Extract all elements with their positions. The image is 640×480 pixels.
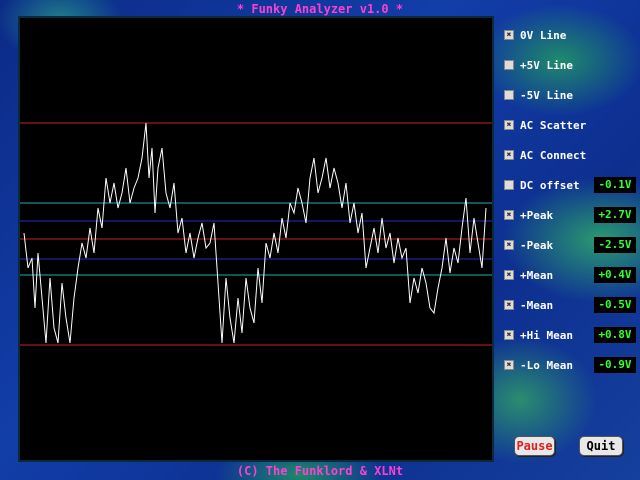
checkbox[interactable]: ✖ bbox=[504, 210, 514, 220]
value-readout: -0.5V bbox=[594, 297, 636, 313]
checkbox[interactable]: ✖ bbox=[504, 240, 514, 250]
checkbox[interactable]: ✖ bbox=[504, 360, 514, 370]
option-label: +Hi Mean bbox=[520, 328, 573, 342]
option-label: +Peak bbox=[520, 208, 554, 222]
option-row: ✖ -Lo Mean bbox=[504, 357, 573, 373]
checkbox[interactable]: ✖ bbox=[504, 270, 514, 280]
option-row: ✖ +Peak bbox=[504, 207, 553, 223]
checkbox[interactable]: ✖ bbox=[504, 330, 514, 340]
footer-credit: (C) The Funklord & XLNt bbox=[236, 464, 404, 478]
value-readout: -0.1V bbox=[594, 177, 636, 193]
option-row: ✖ 0V Line bbox=[504, 27, 566, 43]
option-row: -5V Line bbox=[504, 87, 573, 103]
value-readout: +0.4V bbox=[594, 267, 636, 283]
option-row: DC offset bbox=[504, 177, 580, 193]
option-label: -Mean bbox=[520, 298, 554, 312]
option-row: ✖ AC Connect bbox=[504, 147, 586, 163]
option-row: +5V Line bbox=[504, 57, 573, 73]
window-title: * Funky Analyzer v1.0 * bbox=[236, 2, 404, 16]
option-label: AC Connect bbox=[520, 148, 587, 162]
option-label: -5V Line bbox=[520, 88, 573, 102]
button[interactable]: Quit bbox=[579, 436, 623, 456]
option-label: +5V Line bbox=[520, 58, 573, 72]
value-readout: +0.8V bbox=[594, 327, 636, 343]
option-label: DC offset bbox=[520, 178, 580, 192]
scope-plot bbox=[20, 122, 492, 346]
value-readout: -0.9V bbox=[594, 357, 636, 373]
checkbox[interactable]: ✖ bbox=[504, 30, 514, 40]
checkbox[interactable]: ✖ bbox=[504, 120, 514, 130]
button[interactable]: Pause bbox=[514, 436, 555, 456]
option-label: AC Scatter bbox=[520, 118, 587, 132]
option-row: ✖ AC Scatter bbox=[504, 117, 586, 133]
option-label: +Mean bbox=[520, 268, 554, 282]
checkbox[interactable] bbox=[504, 90, 514, 100]
value-readout: -2.5V bbox=[594, 237, 636, 253]
option-label: 0V Line bbox=[520, 28, 567, 42]
option-row: ✖ +Mean bbox=[504, 267, 553, 283]
option-row: ✖ -Peak bbox=[504, 237, 553, 253]
value-readout: +2.7V bbox=[594, 207, 636, 223]
waveform bbox=[23, 122, 487, 344]
oscilloscope bbox=[20, 18, 492, 460]
checkbox[interactable] bbox=[504, 180, 514, 190]
option-label: -Lo Mean bbox=[520, 358, 573, 372]
checkbox[interactable]: ✖ bbox=[504, 300, 514, 310]
checkbox[interactable] bbox=[504, 60, 514, 70]
option-row: ✖ +Hi Mean bbox=[504, 327, 573, 343]
option-label: -Peak bbox=[520, 238, 554, 252]
option-row: ✖ -Mean bbox=[504, 297, 553, 313]
checkbox[interactable]: ✖ bbox=[504, 150, 514, 160]
